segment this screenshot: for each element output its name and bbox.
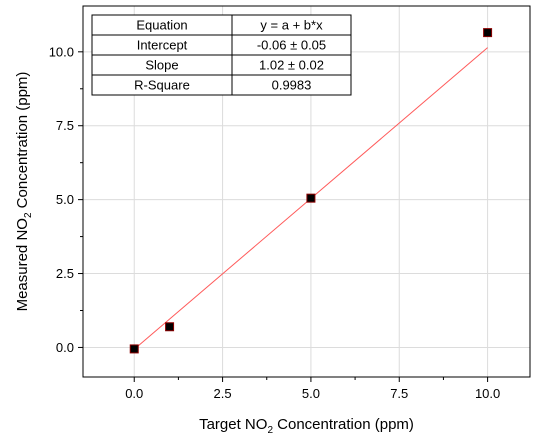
- y-tick-label: 5.0: [56, 192, 74, 207]
- data-point: [129, 344, 139, 354]
- stats-table-value: -0.06 ± 0.05: [257, 38, 326, 53]
- x-tick-label: 2.5: [214, 386, 232, 401]
- y-axis-title-sub: 2: [23, 212, 34, 218]
- x-axis-title-sub: 2: [267, 425, 273, 436]
- x-axis-title: Target NO2 Concentration (ppm): [199, 416, 414, 436]
- x-tick-label: 7.5: [390, 386, 408, 401]
- data-points: [129, 28, 493, 354]
- y-axis-title-pre: Measured NO: [14, 218, 31, 311]
- stats-table-value: 1.02 ± 0.02: [259, 58, 324, 73]
- stats-table: Equation y = a + b*x Intercept -0.06 ± 0.05…: [91, 14, 352, 96]
- stats-table-label: Intercept: [137, 38, 188, 53]
- axis-ticks: 0.0 2.5 5.0 7.5 10.0 0.0 2.5 5.0 7.5 10.0: [49, 44, 501, 401]
- plot-frame: [82, 5, 531, 378]
- data-point: [483, 28, 493, 38]
- x-axis-title-post: Concentration (ppm): [273, 416, 414, 433]
- x-tick-label: 5.0: [302, 386, 320, 401]
- stats-table-value: 0.9983: [272, 78, 312, 93]
- data-point: [306, 193, 316, 203]
- x-axis-title-pre: Target NO: [199, 416, 267, 433]
- x-tick-label: 10.0: [475, 386, 500, 401]
- stats-table-label: Slope: [145, 58, 178, 73]
- y-axis-title-post: Concentration (ppm): [14, 72, 31, 213]
- y-tick-label: 7.5: [56, 118, 74, 133]
- stats-table-label: R-Square: [134, 78, 190, 93]
- stats-table-value: y = a + b*x: [260, 18, 323, 33]
- y-tick-label: 10.0: [49, 44, 74, 59]
- y-axis-title: Measured NO2 Concentration (ppm): [14, 72, 34, 312]
- stats-table-label: Equation: [136, 18, 187, 33]
- x-tick-label: 0.0: [125, 386, 143, 401]
- y-tick-label: 2.5: [56, 266, 74, 281]
- y-tick-label: 0.0: [56, 340, 74, 355]
- data-point: [165, 322, 175, 332]
